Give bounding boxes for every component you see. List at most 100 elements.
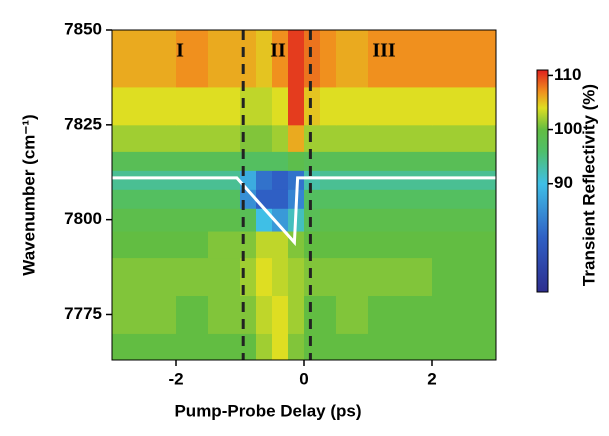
heatmap-cell <box>288 87 305 125</box>
heatmap-cell <box>208 258 241 296</box>
heatmap-cell <box>256 87 273 125</box>
heatmap-cell <box>176 170 209 189</box>
heatmap-cell <box>336 189 369 208</box>
heatmap-cell <box>320 231 337 258</box>
region-label: I <box>176 40 184 62</box>
heatmap-cell <box>288 30 305 87</box>
colorbar-tick-label: 110 <box>554 65 581 84</box>
heatmap-cell <box>432 189 497 208</box>
heatmap-cell <box>432 125 497 152</box>
heatmap-cell <box>432 231 497 258</box>
heatmap-cell <box>320 125 337 152</box>
heatmap-cell <box>304 258 321 296</box>
heatmap-cell <box>432 170 497 189</box>
heatmap-cell <box>112 30 177 87</box>
heatmap-cell <box>208 189 241 208</box>
heatmap-cell <box>272 333 289 360</box>
heatmap-cell <box>288 296 305 334</box>
heatmap-cell <box>208 231 241 258</box>
heatmap-cell <box>272 125 289 152</box>
x-axis-label: Pump-Probe Delay (ps) <box>174 401 361 420</box>
heatmap-cell <box>304 189 321 208</box>
heatmap-cell <box>336 258 369 296</box>
heatmap-cell <box>336 151 369 170</box>
heatmap-cell <box>368 151 433 170</box>
colorbar-tick-label: 100 <box>554 119 582 138</box>
heatmap-cell <box>272 87 289 125</box>
heatmap-cell <box>208 208 241 231</box>
heatmap-cell <box>256 189 273 208</box>
heatmap-cell <box>208 87 241 125</box>
heatmap-cell <box>256 231 273 258</box>
heatmap-cell <box>304 231 321 258</box>
heatmap-cell <box>368 87 433 125</box>
heatmap-cell <box>432 30 497 87</box>
heatmap-cell <box>208 151 241 170</box>
heatmap-cell <box>112 87 177 125</box>
heatmap-cell <box>304 333 321 360</box>
heatmap-cell <box>320 170 337 189</box>
heatmap-cell <box>112 231 177 258</box>
heatmap-cell <box>272 170 289 189</box>
heatmap-cell <box>336 170 369 189</box>
region-label: III <box>372 40 396 62</box>
heatmap-cell <box>176 231 209 258</box>
heatmap-cell <box>368 208 433 231</box>
heatmap-cell <box>368 125 433 152</box>
heatmap-cell <box>432 258 497 296</box>
heatmap-cell <box>368 333 433 360</box>
heatmap-cell <box>176 189 209 208</box>
heatmap-cell <box>176 125 209 152</box>
heatmap-cell <box>368 189 433 208</box>
heatmap-cell <box>208 30 241 87</box>
heatmap-cell <box>176 258 209 296</box>
heatmap-cell <box>272 296 289 334</box>
heatmap-cell <box>320 87 337 125</box>
region-label: II <box>270 40 286 62</box>
heatmap-cell <box>112 258 177 296</box>
heatmap-cell <box>176 151 209 170</box>
heatmap-cell <box>112 151 177 170</box>
y-tick-label: 7775 <box>64 304 102 323</box>
heatmap-cell <box>272 189 289 208</box>
heatmap-cell <box>304 208 321 231</box>
heatmap-cell <box>320 296 337 334</box>
heatmap-cell <box>368 296 433 334</box>
heatmap-cell <box>304 87 321 125</box>
heatmap-cell <box>112 170 177 189</box>
heatmap-cell <box>368 231 433 258</box>
heatmap-cell <box>320 189 337 208</box>
heatmap-cell <box>112 125 177 152</box>
heatmap-cell <box>208 296 241 334</box>
heatmap-cell <box>336 296 369 334</box>
heatmap-cell <box>112 208 177 231</box>
heatmap-cell <box>304 151 321 170</box>
x-tick-label: 2 <box>427 369 436 388</box>
heatmap-cell <box>304 125 321 152</box>
heatmap-cell <box>336 30 369 87</box>
heatmap-cell <box>176 296 209 334</box>
heatmap-cell <box>304 30 321 87</box>
heatmap-cell <box>288 333 305 360</box>
heatmap-cell <box>176 87 209 125</box>
heatmap-cell <box>208 125 241 152</box>
heatmap-cell <box>256 296 273 334</box>
heatmap-cell <box>176 333 209 360</box>
heatmap-cell <box>304 170 321 189</box>
heatmap-cell <box>320 208 337 231</box>
heatmap-cell <box>320 258 337 296</box>
heatmap-cell <box>272 258 289 296</box>
heatmap-cell <box>432 296 497 334</box>
heatmap-cell <box>336 208 369 231</box>
heatmap-cell <box>208 333 241 360</box>
heatmap-cell <box>336 231 369 258</box>
x-tick-label: 0 <box>299 369 308 388</box>
heatmap-cell <box>208 170 241 189</box>
heatmap-cell <box>256 333 273 360</box>
heatmap-cell <box>432 208 497 231</box>
y-axis-label: Wavenumber (cm⁻¹) <box>19 114 38 275</box>
y-tick-label: 7850 <box>64 19 102 38</box>
heatmap-cell <box>368 258 433 296</box>
heatmap-cell <box>368 170 433 189</box>
